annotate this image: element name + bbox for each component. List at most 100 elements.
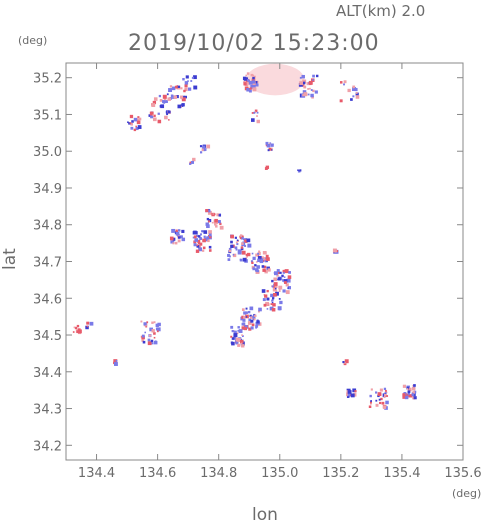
echo-pixel: [172, 237, 176, 241]
echo-pixel: [287, 287, 289, 289]
echo-pixel: [228, 247, 232, 251]
echo-pixel: [413, 384, 416, 387]
echo-pixel: [271, 279, 274, 283]
echo-pixel: [287, 275, 292, 279]
echo-pixel: [262, 298, 266, 302]
echo-pixel: [247, 310, 251, 314]
echo-pixel: [207, 239, 210, 243]
echo-pixel: [260, 256, 264, 260]
echo-pixel: [230, 244, 234, 248]
echo-pixel: [199, 233, 202, 236]
echo-pixel: [408, 394, 413, 398]
echo-pixel: [283, 279, 288, 283]
y-tick-label: 34.8: [33, 219, 62, 234]
echo-pixel: [350, 393, 355, 398]
echo-pixel: [406, 388, 409, 390]
echo-pixel: [306, 82, 310, 86]
echo-pixel: [302, 84, 305, 87]
echo-pixel: [275, 291, 279, 296]
echo-pixel: [230, 335, 233, 338]
echo-pixel: [129, 122, 132, 124]
echo-pixel: [343, 362, 346, 364]
echo-pixel: [279, 300, 283, 305]
echo-pixel: [177, 104, 182, 109]
echo-pixel: [343, 362, 347, 366]
echo-pixel: [199, 145, 203, 148]
echo-pixel: [141, 334, 145, 338]
echo-pixel: [200, 151, 203, 154]
echo-pixel: [86, 325, 89, 328]
echo-pixel: [242, 322, 246, 326]
echo-pixel: [250, 84, 255, 89]
echo-pixel: [199, 242, 203, 246]
echo-pixel: [256, 261, 258, 263]
echo-pixel: [236, 243, 239, 246]
echo-pixel: [253, 81, 258, 85]
echo-pixel: [145, 325, 148, 328]
echo-pixel: [250, 326, 254, 330]
echo-pixel: [194, 238, 199, 242]
echo-pixel: [181, 237, 186, 242]
echo-pixel: [287, 286, 292, 290]
echo-pixel: [208, 233, 212, 237]
echo-pixel: [141, 339, 144, 342]
echo-pixel: [260, 259, 263, 262]
echo-pixel: [282, 269, 285, 273]
echo-pixel: [189, 161, 192, 164]
echo-pixel: [228, 249, 232, 253]
echo-pixel: [146, 321, 149, 324]
echo-pixel: [278, 308, 281, 311]
echo-pixel: [263, 265, 267, 269]
y-tick-label: 34.5: [33, 329, 62, 344]
echo-pixel: [256, 320, 260, 324]
echo-pixel: [339, 99, 343, 103]
y-tick-label: 34.9: [33, 182, 62, 197]
echo-pixel: [375, 403, 379, 407]
echo-pixel: [185, 75, 189, 79]
echo-pixel: [181, 229, 185, 233]
echo-pixel: [166, 113, 169, 116]
echo-pixel: [201, 230, 203, 233]
echo-pixel: [157, 322, 161, 327]
echo-pixel: [271, 299, 274, 302]
echo-pixel: [286, 278, 291, 283]
echo-pixel: [113, 362, 118, 366]
echo-pixel: [242, 76, 247, 81]
echo-pixel: [77, 328, 81, 332]
echo-pixel: [169, 85, 173, 88]
echo-pixel: [86, 322, 89, 325]
echo-pixel: [181, 103, 185, 107]
echo-pixel: [240, 342, 243, 345]
echo-pixel: [182, 77, 185, 81]
echo-pixel: [251, 112, 254, 114]
echo-pixel: [272, 143, 274, 146]
echo-pixel: [113, 359, 118, 364]
echo-pixel: [241, 334, 243, 336]
echo-pixel: [129, 114, 134, 119]
x-unit-label: (deg): [452, 487, 481, 500]
echo-pixel: [245, 81, 249, 86]
echo-pixel: [255, 253, 259, 257]
echo-pixel: [141, 335, 145, 340]
echo-pixel: [175, 95, 179, 99]
echo-pixel: [143, 322, 147, 326]
echo-pixel: [243, 316, 246, 319]
echo-pixel: [237, 326, 240, 329]
echo-pixel: [247, 79, 250, 82]
echo-pixel: [264, 260, 267, 263]
echo-pixel: [386, 395, 389, 397]
echo-pixel: [237, 250, 242, 255]
echo-pixel: [258, 250, 261, 253]
echo-pixel: [407, 392, 410, 395]
echo-pixel: [148, 114, 152, 117]
echo-pixel: [148, 334, 152, 337]
echo-pixel: [266, 289, 269, 293]
echo-pixel: [407, 387, 412, 392]
echo-pixel: [133, 128, 137, 132]
echo-pixel: [241, 326, 245, 330]
echo-pixel: [411, 393, 415, 396]
echo-pixel: [249, 306, 254, 311]
echo-pixel: [150, 339, 154, 343]
echo-pixel: [285, 283, 289, 287]
echo-pixel: [342, 360, 345, 364]
